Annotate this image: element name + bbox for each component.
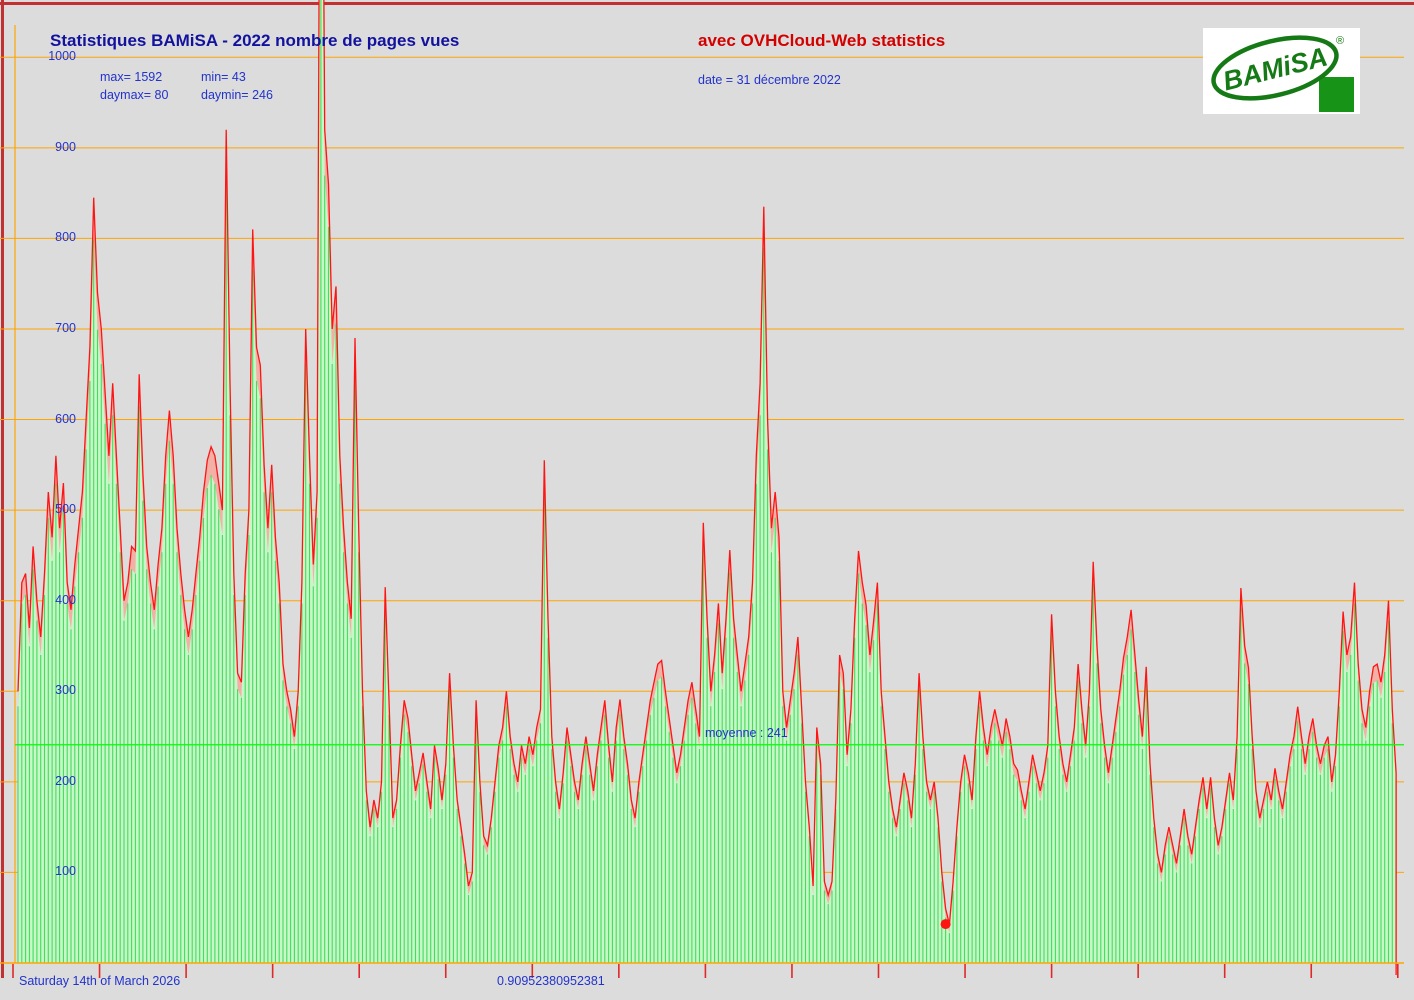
logo-text: BAMiSA [1220, 42, 1331, 97]
top-border-line [0, 2, 1414, 5]
stat-daymin: daymin= 246 [201, 88, 273, 102]
y-axis-label-500: 500 [55, 502, 76, 517]
y-axis-label-900: 900 [55, 139, 76, 154]
stat-daymax: daymax= 80 [100, 88, 169, 102]
footer-ratio-value: 0.90952380952381 [497, 974, 605, 988]
bamisa-logo-graphic: BAMiSA ® [1211, 35, 1354, 112]
stat-max: max= 1592 [100, 70, 163, 84]
y-axis-label-400: 400 [55, 592, 76, 607]
mean-value-label: moyenne : 241 [705, 726, 788, 740]
subtitle-ovhcloud: avec OVHCloud-Web statistics [698, 31, 946, 50]
date-label: date = 31 décembre 2022 [698, 73, 841, 87]
y-axis-label-800: 800 [55, 230, 76, 245]
y-axis-label-700: 700 [55, 320, 76, 335]
y-axis-label-300: 300 [55, 683, 76, 698]
left-border-line [1, 0, 4, 978]
bamisa-logo: BAMiSA ® [1203, 28, 1360, 114]
footer-generated-date: Saturday 14th of March 2026 [19, 974, 181, 988]
red-series-line [17, 0, 1397, 975]
logo-ellipse [1211, 35, 1339, 101]
y-axis-label-100: 100 [55, 864, 76, 879]
logo-green-square [1319, 77, 1354, 112]
y-axis-label-600: 600 [55, 411, 76, 426]
y-axis-label-1000: 1000 [48, 49, 76, 64]
stat-min: min= 43 [201, 70, 246, 84]
logo-registered-mark: ® [1336, 35, 1344, 47]
y-axis-label-200: 200 [55, 773, 76, 788]
page-title: Statistiques BAMiSA - 2022 nombre de pag… [50, 31, 460, 50]
minimum-dot [940, 919, 951, 930]
